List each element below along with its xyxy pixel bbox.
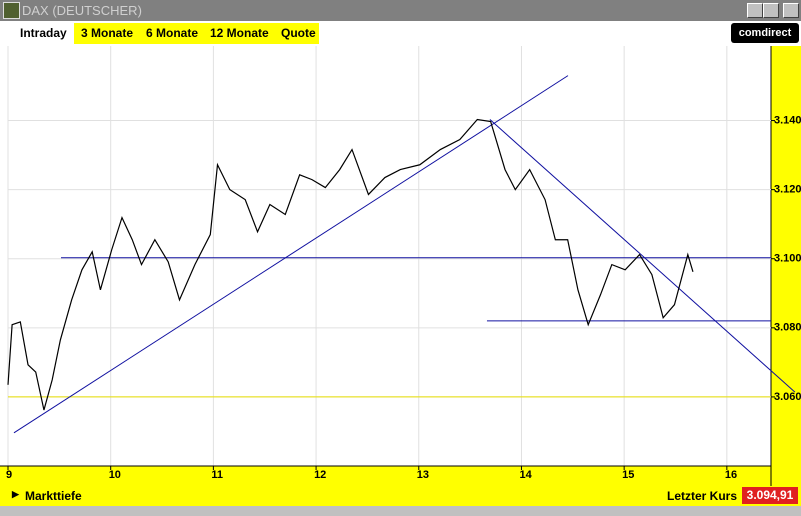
y-axis-band [771, 46, 801, 486]
y-tick-label: 3.100 [774, 253, 801, 265]
chart: 3.060 3.080 3.100 3.120 3.140 9 10 11 12 13 14 15 16 [0, 46, 801, 486]
x-tick-label: 13 [417, 469, 429, 481]
tab[interactable]: 6 Monate [146, 23, 199, 44]
y-tick-label: 3.120 [774, 184, 801, 196]
y-tick-label: 3.060 [774, 391, 801, 403]
x-tick-label: 10 [109, 469, 121, 481]
app-icon [3, 2, 20, 19]
close-button[interactable] [783, 3, 799, 18]
logo: comdirect [731, 23, 799, 43]
price-line [7, 118, 694, 411]
x-tick-label: 14 [519, 469, 532, 481]
arrow-icon: ▶ [12, 489, 19, 499]
minimize-button[interactable] [747, 3, 763, 18]
tab[interactable]: 3 Monate [81, 23, 134, 44]
price-label: Letzter Kurs [667, 489, 738, 503]
trend-line [489, 119, 796, 393]
price-value: 3.094,91 [742, 487, 798, 504]
footer: ▶ Markttiefe Letzter Kurs 3.094,91 [0, 486, 801, 506]
y-tick-label: 3.140 [774, 114, 801, 126]
x-tick-label: 16 [725, 469, 737, 481]
tab[interactable]: Quote [281, 23, 316, 44]
x-axis-band [0, 466, 801, 486]
tab[interactable]: 12 Monate [210, 23, 269, 44]
x-tick-label: 15 [622, 469, 634, 481]
footer-link[interactable]: Markttiefe [25, 489, 82, 503]
tab[interactable]: Intraday [12, 23, 80, 44]
y-tick-label: 3.080 [774, 322, 801, 334]
chart-background [0, 46, 801, 486]
tab-bar: Intraday 3 Monate 6 Monate 12 Monate Quo… [0, 21, 801, 46]
x-tick-label: 9 [6, 469, 12, 481]
window-title: DAX (DEUTSCHER) [22, 3, 142, 18]
x-tick-label: 11 [211, 469, 223, 481]
title-bar: DAX (DEUTSCHER) [0, 0, 801, 21]
trend-line [13, 75, 569, 434]
maximize-button[interactable] [763, 3, 779, 18]
x-tick-label: 12 [314, 469, 326, 481]
